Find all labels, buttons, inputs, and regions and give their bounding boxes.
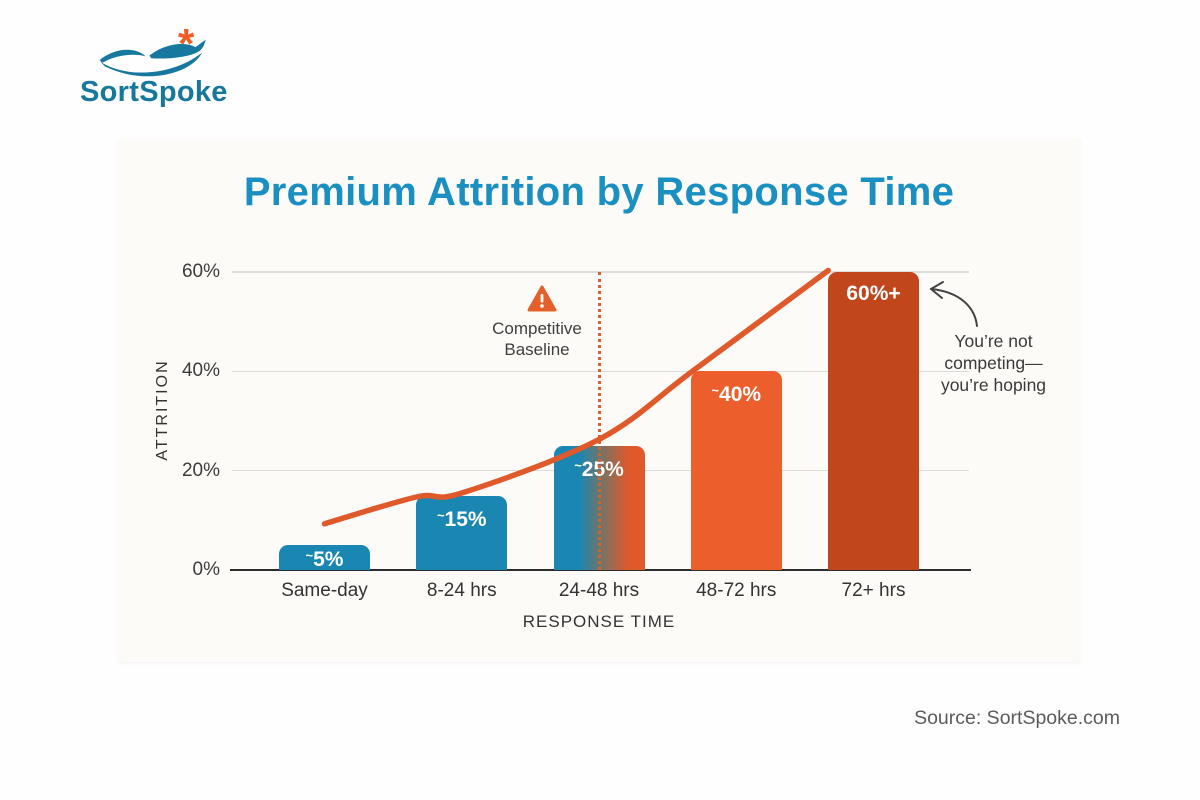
approx-tilde: ~ xyxy=(436,507,445,523)
bar: ~15% xyxy=(416,495,508,570)
x-tick-label: 8-24 hrs xyxy=(426,580,497,601)
approx-tilde: ~ xyxy=(711,383,720,399)
chart-title: Premium Attrition by Response Time xyxy=(243,170,955,214)
bar-value-label: ~40% xyxy=(711,383,762,407)
x-tick-label: 48-72 hrs xyxy=(696,580,777,601)
logo-asterisk: * xyxy=(178,20,195,67)
plot-area: Competitive Baseline RESPONSE TIME 0% 20%… xyxy=(182,261,971,631)
y-tick-label: 40% xyxy=(181,360,220,382)
bar: 60%+ xyxy=(828,272,919,570)
chart-panel: Premium Attrition by Response Time ATTRI… xyxy=(118,138,1080,662)
bar-value-label: ~25% xyxy=(574,457,624,481)
sortspoke-logo: * SortSpoke xyxy=(80,20,250,118)
bar: ~5% xyxy=(279,545,370,572)
bar: ~40% xyxy=(690,371,782,570)
logo-wordmark: SortSpoke xyxy=(80,76,228,108)
gridline xyxy=(232,271,969,273)
y-tick-label: 20% xyxy=(181,459,220,481)
x-tick-label: 24-48 hrs xyxy=(558,580,640,601)
gridline xyxy=(232,370,969,373)
logo-mark-icon xyxy=(99,39,206,77)
annotation-arrow-icon xyxy=(930,281,978,327)
warning-icon xyxy=(527,285,557,312)
x-tick-label: Same-day xyxy=(281,580,368,601)
competitive-baseline-label: Competitive Baseline xyxy=(492,319,582,359)
bar-value-label: 60%+ xyxy=(846,282,901,305)
y-tick-label: 60% xyxy=(181,261,220,282)
approx-tilde: ~ xyxy=(305,548,314,564)
trend-line xyxy=(321,267,831,527)
bar-value-label: ~5% xyxy=(305,548,344,572)
bar-value-label: ~15% xyxy=(436,507,487,531)
source-text: Source: SortSpoke.com xyxy=(914,707,1120,729)
competitive-baseline-line xyxy=(597,272,601,570)
y-tick-label: 0% xyxy=(192,559,220,580)
approx-tilde: ~ xyxy=(574,457,582,473)
x-axis-label: RESPONSE TIME xyxy=(522,612,676,631)
annotation-text: You’re not competing— you’re hoping xyxy=(940,331,1047,395)
y-axis-label: ATTRITION xyxy=(154,359,171,461)
x-tick-label: 72+ hrs xyxy=(841,580,906,601)
